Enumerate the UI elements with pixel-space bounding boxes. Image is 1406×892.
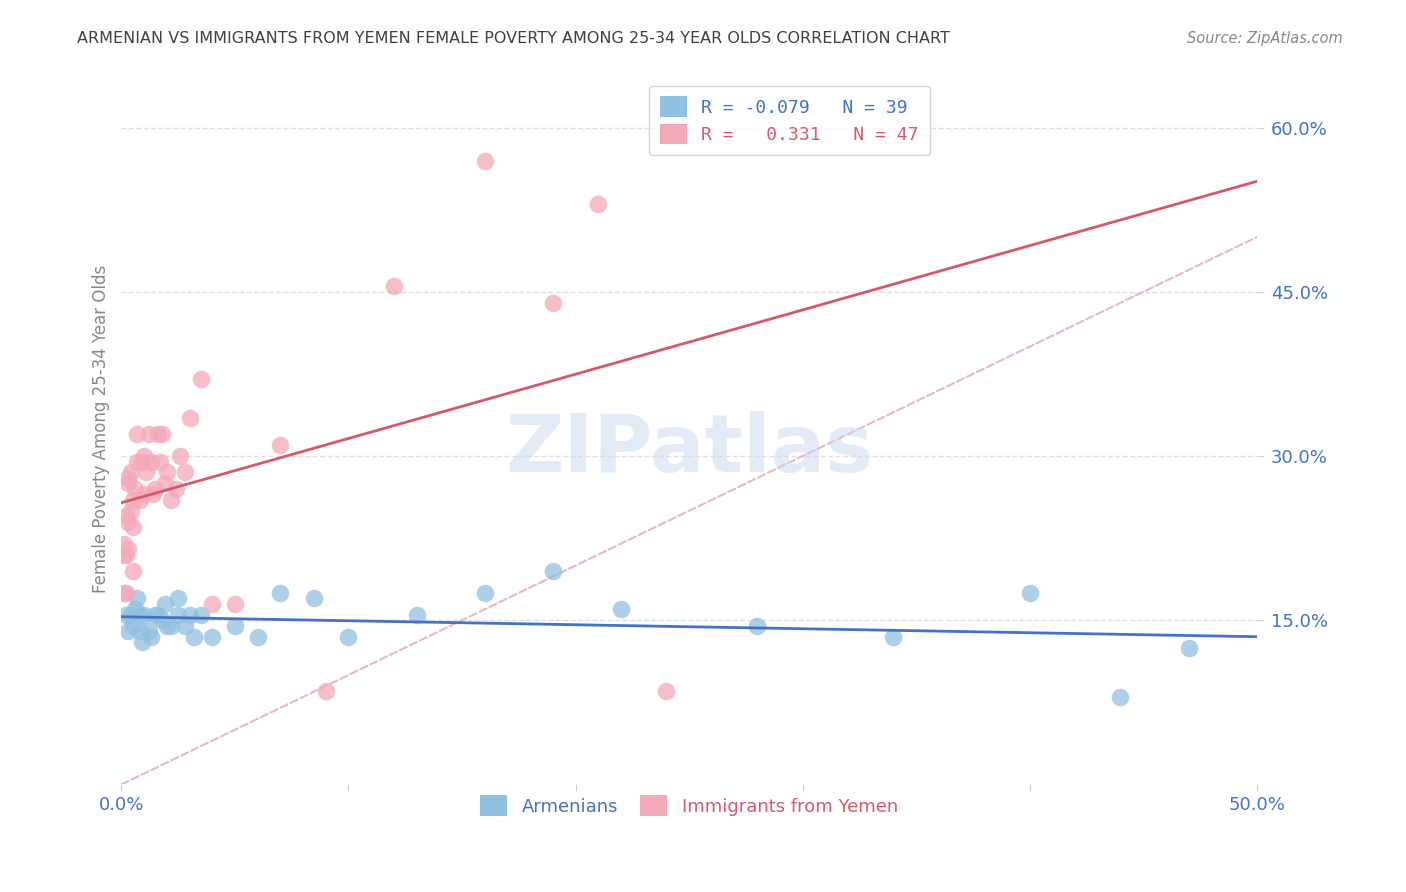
Point — [149, 454, 172, 468]
Text: ZIPatlas: ZIPatlas — [505, 411, 873, 489]
Point — [134, 607, 156, 622]
Point — [112, 536, 135, 550]
Point — [269, 586, 291, 600]
Point — [115, 548, 138, 562]
Point — [127, 591, 149, 606]
Point — [127, 427, 149, 442]
Point — [124, 482, 146, 496]
Point — [120, 466, 142, 480]
Point — [190, 607, 212, 622]
Point — [145, 607, 167, 622]
Point — [160, 618, 183, 632]
Point — [142, 487, 165, 501]
Point — [405, 607, 427, 622]
Point — [115, 509, 138, 524]
Point — [174, 618, 197, 632]
Point — [183, 630, 205, 644]
Point — [150, 613, 173, 627]
Point — [117, 515, 139, 529]
Point — [153, 597, 176, 611]
Point — [128, 624, 150, 639]
Point — [1109, 690, 1132, 704]
Point — [131, 635, 153, 649]
Point — [115, 607, 138, 622]
Point — [747, 618, 769, 632]
Point — [121, 618, 143, 632]
Point — [610, 602, 633, 616]
Point — [112, 586, 135, 600]
Point — [160, 492, 183, 507]
Point — [120, 504, 142, 518]
Point — [138, 427, 160, 442]
Point — [121, 564, 143, 578]
Point — [150, 427, 173, 442]
Point — [541, 295, 564, 310]
Point — [474, 153, 496, 168]
Point — [167, 591, 190, 606]
Point — [156, 618, 179, 632]
Point — [588, 197, 610, 211]
Point — [169, 449, 191, 463]
Point — [131, 454, 153, 468]
Point — [146, 427, 169, 442]
Point — [269, 438, 291, 452]
Text: ARMENIAN VS IMMIGRANTS FROM YEMEN FEMALE POVERTY AMONG 25-34 YEAR OLDS CORRELATI: ARMENIAN VS IMMIGRANTS FROM YEMEN FEMALE… — [77, 31, 950, 46]
Point — [224, 618, 246, 632]
Point — [201, 597, 224, 611]
Point — [337, 630, 360, 644]
Point — [117, 542, 139, 557]
Point — [138, 624, 160, 639]
Point — [117, 471, 139, 485]
Point — [117, 476, 139, 491]
Point — [167, 607, 190, 622]
Point — [315, 684, 337, 698]
Point — [117, 624, 139, 639]
Point — [190, 372, 212, 386]
Point — [382, 279, 405, 293]
Point — [179, 410, 201, 425]
Point — [145, 482, 167, 496]
Point — [112, 548, 135, 562]
Point — [304, 591, 326, 606]
Point — [1018, 586, 1040, 600]
Point — [139, 630, 162, 644]
Point — [127, 454, 149, 468]
Point — [121, 520, 143, 534]
Y-axis label: Female Poverty Among 25-34 Year Olds: Female Poverty Among 25-34 Year Olds — [93, 265, 110, 593]
Point — [541, 564, 564, 578]
Point — [246, 630, 269, 644]
Point — [128, 492, 150, 507]
Point — [128, 607, 150, 622]
Point — [174, 466, 197, 480]
Point — [1177, 640, 1199, 655]
Point — [882, 630, 904, 644]
Point — [115, 586, 138, 600]
Point — [120, 607, 142, 622]
Point — [165, 482, 187, 496]
Point — [139, 454, 162, 468]
Point — [224, 597, 246, 611]
Point — [134, 487, 156, 501]
Point — [135, 466, 157, 480]
Point — [146, 607, 169, 622]
Text: Source: ZipAtlas.com: Source: ZipAtlas.com — [1187, 31, 1343, 46]
Point — [153, 476, 176, 491]
Point — [474, 586, 496, 600]
Legend: Armenians, Immigrants from Yemen: Armenians, Immigrants from Yemen — [471, 786, 907, 825]
Point — [121, 492, 143, 507]
Point — [655, 684, 678, 698]
Point — [179, 607, 201, 622]
Point — [156, 466, 179, 480]
Point — [201, 630, 224, 644]
Point — [124, 602, 146, 616]
Point — [134, 449, 156, 463]
